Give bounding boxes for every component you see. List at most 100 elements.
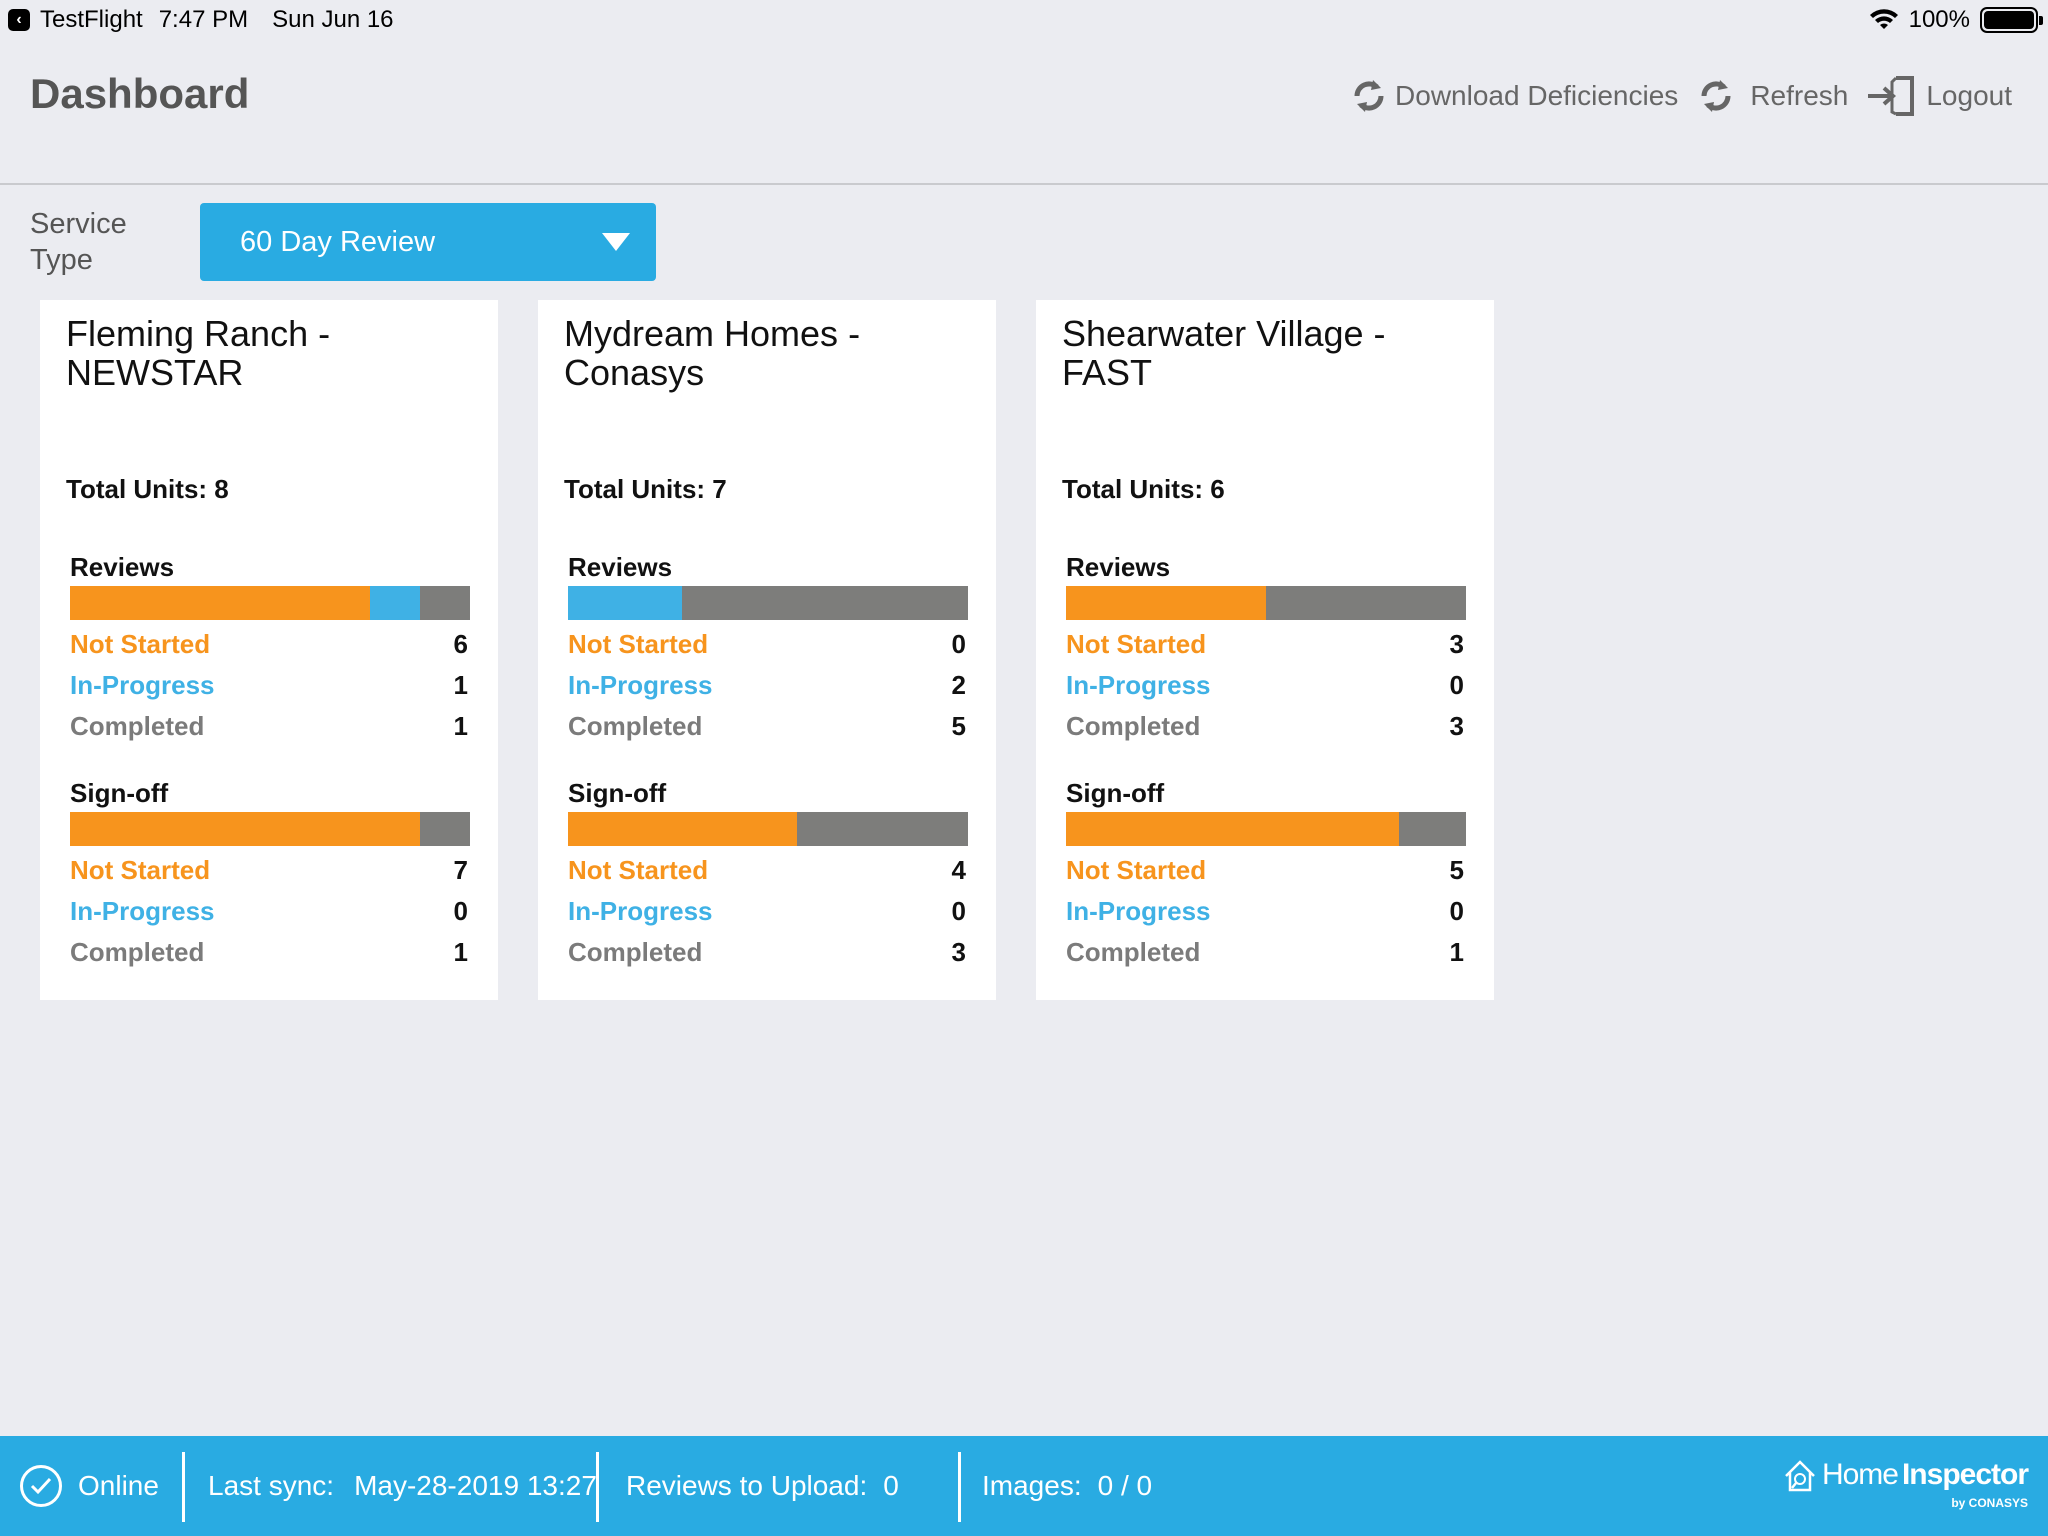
completed-row: Completed 5	[568, 706, 968, 747]
logout-button[interactable]: Logout	[1866, 74, 2012, 118]
not-started-segment	[1066, 812, 1400, 846]
in-progress-count: 0	[1449, 896, 1464, 926]
in-progress-count: 2	[951, 670, 966, 700]
in-progress-label: In-Progress	[1066, 896, 1211, 926]
reviews-title: Reviews	[70, 552, 175, 582]
completed-label: Completed	[70, 937, 205, 967]
images-value: 0 / 0	[1097, 1470, 1153, 1501]
community-card[interactable]: Fleming Ranch - NEWSTAR Total Units: 8 R…	[40, 300, 498, 1000]
completed-segment	[682, 586, 968, 620]
in-progress-count: 0	[951, 896, 966, 926]
logout-icon	[1866, 74, 1918, 118]
not-started-label: Not Started	[1066, 855, 1207, 885]
status-bar: ‹ TestFlight 7:47 PM Sun Jun 16 100%	[0, 0, 2048, 42]
in-progress-row: In-Progress 0	[70, 891, 470, 932]
not-started-segment	[1066, 586, 1266, 620]
total-units: Total Units: 8	[66, 474, 229, 504]
not-started-count: 6	[453, 629, 468, 659]
completed-segment	[420, 586, 470, 620]
not-started-segment	[70, 812, 420, 846]
not-started-count: 3	[1449, 629, 1464, 659]
download-deficiencies-label: Download Deficiencies	[1395, 80, 1679, 111]
online-status: Online	[20, 1436, 159, 1536]
home-inspector-logo: Home Inspector by CONASYS	[1782, 1458, 2029, 1510]
community-card[interactable]: Shearwater Village - FAST Total Units: 6…	[1036, 300, 1494, 1000]
completed-count: 5	[951, 711, 966, 741]
in-progress-label: In-Progress	[70, 896, 215, 926]
refresh-button[interactable]: Refresh	[1698, 76, 1848, 116]
completed-segment	[1266, 586, 1466, 620]
check-circle-icon	[20, 1465, 62, 1507]
not-started-count: 4	[951, 855, 966, 885]
signoff-section: Sign-off Not Started 5 In-Progress 0 Compl…	[1066, 778, 1466, 973]
in-progress-count: 1	[453, 670, 468, 700]
reviews-section: Reviews Not Started 6 In-Progress 1 Comple…	[70, 552, 470, 747]
footer-divider	[182, 1452, 185, 1522]
not-started-row: Not Started 6	[70, 624, 470, 665]
last-sync: Last sync: May-28-2019 13:27	[208, 1436, 597, 1536]
in-progress-segment	[370, 586, 420, 620]
not-started-segment	[70, 586, 370, 620]
card-title: Mydream Homes - Conasys	[564, 314, 964, 392]
completed-count: 1	[1449, 937, 1464, 967]
reviews-to-upload-label: Reviews to Upload:	[626, 1470, 868, 1501]
sync-icon	[1351, 76, 1387, 116]
footer-divider	[596, 1452, 599, 1522]
brand-home: Home	[1821, 1458, 1899, 1491]
not-started-label: Not Started	[70, 629, 211, 659]
reviews-to-upload: Reviews to Upload: 0	[626, 1436, 899, 1536]
battery-icon	[1980, 7, 2043, 33]
total-units: Total Units: 7	[564, 474, 727, 504]
refresh-label: Refresh	[1750, 80, 1849, 111]
not-started-row: Not Started 7	[70, 850, 470, 891]
not-started-row: Not Started 5	[1066, 850, 1466, 891]
not-started-row: Not Started 4	[568, 850, 968, 891]
in-progress-row: In-Progress 0	[1066, 891, 1466, 932]
completed-row: Completed 1	[70, 706, 470, 747]
reviews-section: Reviews Not Started 0 In-Progress 2 Comple…	[568, 552, 968, 747]
in-progress-row: In-Progress 2	[568, 665, 968, 706]
in-progress-segment	[568, 586, 683, 620]
card-title-line1: Mydream Homes -	[564, 313, 861, 354]
status-bar-left: ‹ TestFlight 7:47 PM Sun Jun 16	[8, 6, 394, 34]
download-deficiencies-button[interactable]: Download Deficiencies	[1351, 76, 1678, 116]
completed-row: Completed 3	[568, 932, 968, 973]
back-to-app-icon[interactable]: ‹	[8, 9, 30, 31]
completed-label: Completed	[568, 937, 703, 967]
last-sync-label: Last sync:	[208, 1470, 335, 1501]
completed-segment	[796, 812, 968, 846]
completed-label: Completed	[1066, 937, 1201, 967]
completed-label: Completed	[70, 711, 205, 741]
not-started-label: Not Started	[568, 629, 709, 659]
not-started-count: 5	[1449, 855, 1464, 885]
not-started-label: Not Started	[568, 855, 709, 885]
back-app-label[interactable]: TestFlight	[40, 6, 143, 33]
images-label: Images:	[982, 1470, 1082, 1501]
signoff-title: Sign-off	[70, 778, 169, 808]
wifi-icon	[1869, 9, 1898, 29]
service-type-dropdown[interactable]: 60 Day Review	[200, 203, 656, 281]
completed-segment	[1399, 812, 1466, 846]
in-progress-row: In-Progress 0	[568, 891, 968, 932]
card-title: Fleming Ranch - NEWSTAR	[66, 314, 466, 392]
not-started-row: Not Started 3	[1066, 624, 1466, 665]
not-started-label: Not Started	[1066, 629, 1207, 659]
in-progress-row: In-Progress 1	[70, 665, 470, 706]
completed-label: Completed	[568, 711, 703, 741]
not-started-segment	[568, 812, 797, 846]
not-started-count: 0	[951, 629, 966, 659]
header-actions: Download Deficiencies Refresh	[1351, 74, 2012, 118]
in-progress-label: In-Progress	[1066, 670, 1211, 700]
community-card[interactable]: Mydream Homes - Conasys Total Units: 7 R…	[538, 300, 996, 1000]
completed-row: Completed 1	[70, 932, 470, 973]
completed-row: Completed 3	[1066, 706, 1466, 747]
page-title: Dashboard	[30, 70, 250, 117]
completed-label: Completed	[1066, 711, 1201, 741]
in-progress-count: 0	[453, 896, 468, 926]
card-title-line1: Fleming Ranch -	[66, 313, 331, 354]
signoff-section: Sign-off Not Started 7 In-Progress 0 Compl…	[70, 778, 470, 973]
brand-inspector: Inspector	[1901, 1458, 2029, 1491]
reviews-title: Reviews	[568, 552, 673, 582]
footer-status-bar: Online Last sync: May-28-2019 13:27 Revi…	[0, 1436, 2048, 1536]
reviews-progress-bar	[1066, 586, 1466, 620]
